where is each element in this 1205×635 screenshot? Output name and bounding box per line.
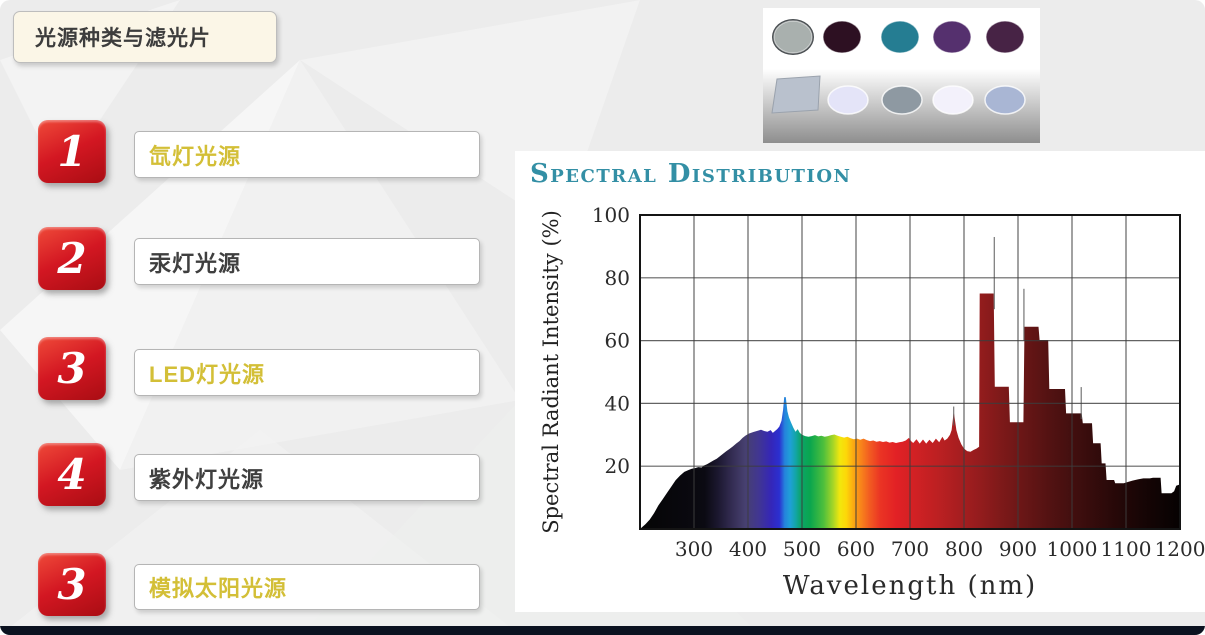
chart-title: Spectral Distribution: [530, 159, 852, 189]
item-label-box: 氙灯光源: [134, 131, 480, 178]
item-label-box: 模拟太阳光源: [134, 564, 480, 610]
svg-text:400: 400: [729, 537, 767, 561]
bottom-accent-bar: [0, 626, 1205, 635]
svg-text:300: 300: [675, 537, 713, 561]
item-number-badge: 3: [38, 553, 106, 616]
x-axis-label: Wavelength (nm): [782, 571, 1038, 601]
badge-number: 3: [57, 560, 87, 609]
item-number-badge: 4: [38, 443, 106, 506]
item-number-badge: 3: [38, 337, 106, 400]
item-label: 汞灯光源: [149, 250, 242, 276]
svg-text:20: 20: [605, 454, 630, 478]
item-label-box: 汞灯光源: [134, 238, 480, 285]
svg-text:40: 40: [605, 391, 630, 415]
item-label: 氙灯光源: [149, 143, 242, 169]
item-label-box: LED灯光源: [134, 349, 480, 396]
svg-text:1200: 1200: [1155, 537, 1205, 561]
item-number-badge: 2: [38, 227, 106, 290]
svg-text:1000: 1000: [1047, 537, 1098, 561]
svg-text:100: 100: [592, 203, 630, 227]
badge-number: 4: [57, 450, 87, 499]
badge-number: 3: [57, 344, 87, 393]
item-label: 模拟太阳光源: [149, 576, 288, 601]
svg-text:60: 60: [605, 329, 630, 353]
svg-text:800: 800: [945, 537, 983, 561]
svg-text:700: 700: [891, 537, 929, 561]
svg-text:900: 900: [999, 537, 1037, 561]
svg-text:1100: 1100: [1101, 537, 1152, 561]
svg-text:600: 600: [837, 537, 875, 561]
optical-filters-image: [763, 8, 1040, 143]
chart-plot-area: 300 400 500 600 700 800 900 1000 1100 1200 20 40 60 8…: [592, 203, 1205, 561]
badge-number: 2: [57, 234, 87, 283]
item-label: 紫外灯光源: [149, 466, 265, 492]
item-label: LED灯光源: [149, 361, 266, 387]
slide-title-box: 光源种类与滤光片: [13, 11, 277, 63]
badge-number: 1: [57, 127, 87, 176]
item-number-badge: 1: [38, 120, 106, 183]
spectral-distribution-chart: Spectral Distribution Spectral Radiant I…: [515, 151, 1205, 612]
slide-title: 光源种类与滤光片: [35, 27, 211, 50]
svg-text:80: 80: [605, 266, 630, 290]
svg-text:500: 500: [783, 537, 821, 561]
item-label-box: 紫外灯光源: [134, 454, 480, 501]
filters-graphic: [763, 8, 1040, 143]
